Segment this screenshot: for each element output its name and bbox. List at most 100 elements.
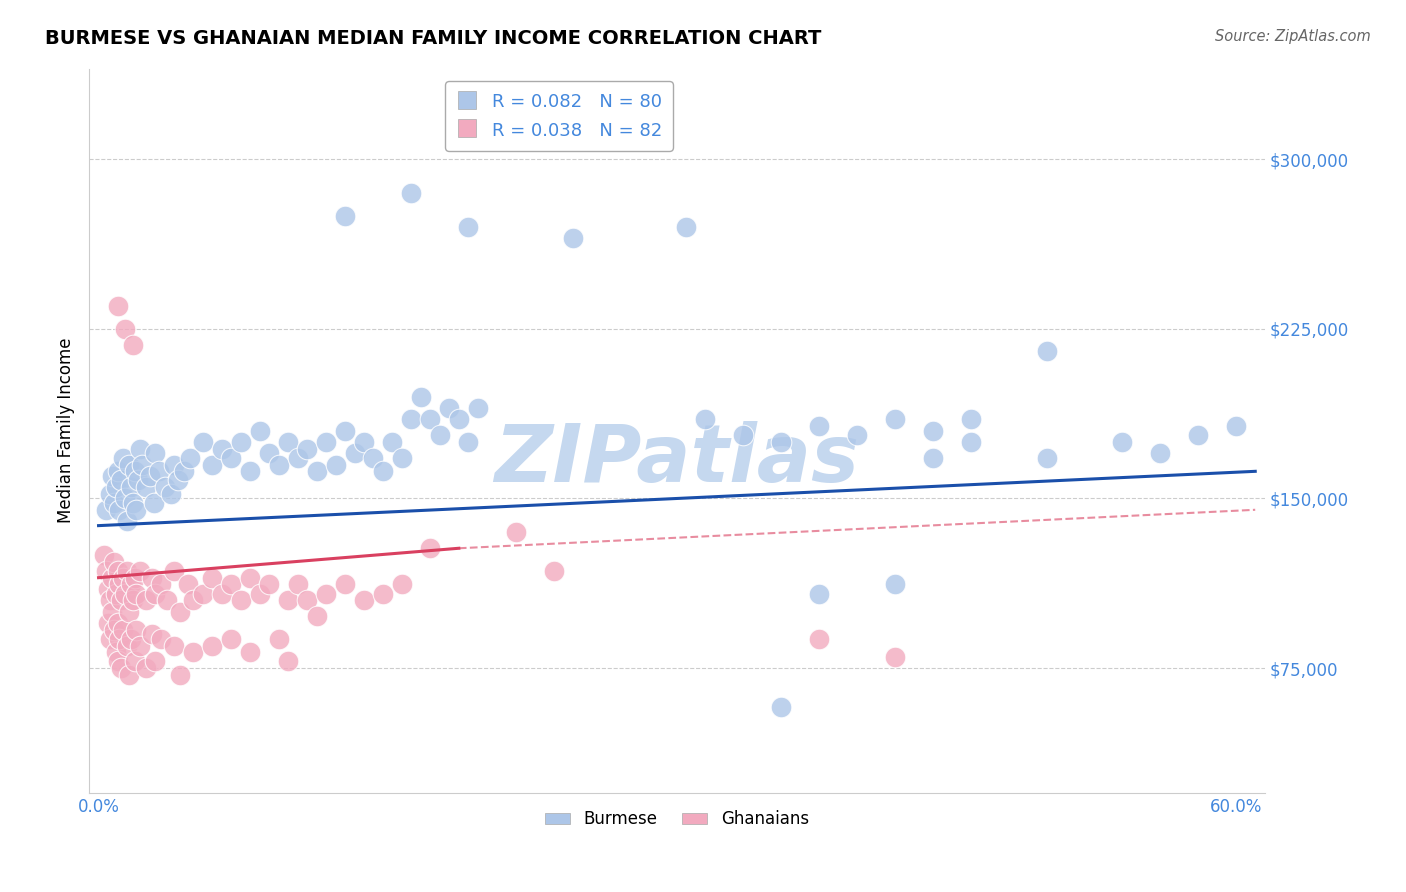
Point: [457, 219, 479, 234]
Point: [219, 450, 242, 465]
Point: [112, 571, 135, 585]
Point: [325, 458, 347, 472]
Point: [219, 577, 242, 591]
Point: [371, 586, 394, 600]
Text: ZIPatlas: ZIPatlas: [495, 420, 859, 499]
Point: [97, 582, 120, 596]
Point: [1225, 419, 1247, 434]
Point: [183, 645, 205, 659]
Point: [98, 487, 121, 501]
Point: [353, 593, 375, 607]
Point: [101, 571, 124, 585]
Point: [112, 450, 135, 465]
Point: [121, 496, 143, 510]
Point: [110, 474, 132, 488]
Point: [114, 491, 136, 506]
Point: [120, 632, 142, 646]
Point: [153, 480, 176, 494]
Point: [257, 446, 280, 460]
Point: [108, 577, 131, 591]
Point: [145, 654, 167, 668]
Point: [104, 645, 127, 659]
Point: [124, 464, 146, 478]
Point: [103, 496, 125, 510]
Point: [129, 442, 152, 456]
Point: [419, 541, 441, 556]
Point: [1035, 344, 1057, 359]
Point: [287, 577, 309, 591]
Point: [239, 571, 262, 585]
Point: [115, 514, 138, 528]
Point: [211, 442, 233, 456]
Point: [381, 434, 404, 449]
Point: [121, 337, 143, 351]
Point: [229, 593, 252, 607]
Point: [167, 474, 190, 488]
Point: [145, 446, 167, 460]
Point: [156, 593, 179, 607]
Point: [921, 424, 943, 438]
Point: [115, 639, 138, 653]
Point: [173, 464, 195, 478]
Point: [921, 450, 943, 465]
Point: [107, 564, 129, 578]
Point: [124, 571, 146, 585]
Point: [505, 525, 527, 540]
Point: [110, 661, 132, 675]
Point: [401, 186, 423, 200]
Point: [183, 593, 205, 607]
Point: [343, 446, 366, 460]
Point: [107, 654, 129, 668]
Point: [135, 480, 157, 494]
Point: [103, 623, 125, 637]
Point: [401, 412, 423, 426]
Point: [191, 434, 214, 449]
Point: [112, 623, 135, 637]
Point: [125, 586, 148, 600]
Point: [391, 450, 413, 465]
Point: [447, 412, 470, 426]
Point: [1187, 428, 1209, 442]
Point: [118, 458, 141, 472]
Point: [98, 632, 121, 646]
Point: [1111, 434, 1133, 449]
Point: [249, 586, 271, 600]
Point: [249, 424, 271, 438]
Point: [127, 474, 149, 488]
Point: [959, 412, 981, 426]
Point: [257, 577, 280, 591]
Point: [118, 605, 141, 619]
Point: [124, 654, 146, 668]
Point: [129, 639, 152, 653]
Point: [141, 571, 163, 585]
Point: [808, 632, 831, 646]
Point: [101, 468, 124, 483]
Point: [97, 615, 120, 630]
Point: [363, 450, 385, 465]
Point: [391, 577, 413, 591]
Point: [120, 480, 142, 494]
Point: [287, 450, 309, 465]
Point: [107, 464, 129, 478]
Point: [104, 480, 127, 494]
Point: [1035, 450, 1057, 465]
Point: [675, 219, 697, 234]
Point: [169, 605, 191, 619]
Point: [148, 464, 170, 478]
Point: [94, 503, 117, 517]
Point: [139, 468, 162, 483]
Point: [884, 649, 907, 664]
Point: [277, 434, 299, 449]
Point: [107, 299, 129, 313]
Point: [770, 699, 793, 714]
Text: Source: ZipAtlas.com: Source: ZipAtlas.com: [1215, 29, 1371, 44]
Point: [371, 464, 394, 478]
Point: [142, 496, 165, 510]
Point: [125, 503, 148, 517]
Point: [239, 645, 262, 659]
Point: [129, 564, 152, 578]
Y-axis label: Median Family Income: Median Family Income: [58, 338, 75, 524]
Point: [333, 209, 356, 223]
Point: [94, 564, 117, 578]
Point: [295, 593, 318, 607]
